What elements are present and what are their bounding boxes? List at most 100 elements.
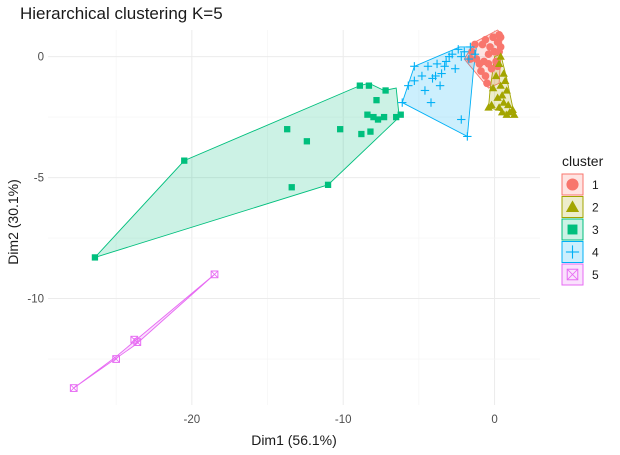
legend-label-4: 4 — [592, 246, 599, 260]
cluster-3-point — [364, 111, 371, 118]
cluster-3-point — [91, 254, 99, 261]
cluster-2-point — [484, 103, 493, 111]
cluster-5-hull — [73, 274, 215, 389]
x-axis-ticks: -20 -10 0 — [184, 414, 498, 426]
cluster-2-point — [500, 76, 510, 84]
legend-key-2-marker — [565, 200, 580, 212]
cluster-3-point — [374, 116, 382, 123]
cluster-5-point — [130, 335, 139, 344]
cluster-3-point — [288, 184, 295, 191]
cluster-3-point — [337, 126, 344, 133]
legend-label-3: 3 — [592, 223, 599, 237]
cluster-3-point — [382, 87, 389, 94]
cluster-3-point — [284, 126, 291, 133]
cluster-3-point — [397, 111, 404, 118]
cluster-3-point — [303, 138, 311, 145]
cluster-5-point — [69, 384, 78, 392]
cluster-5-point — [210, 270, 219, 279]
cluster-4-point — [420, 86, 430, 95]
cluster-4-point — [432, 59, 442, 69]
cluster-2-point — [499, 98, 508, 106]
cluster-2-point — [497, 91, 507, 99]
plot-grid — [48, 30, 540, 405]
legend-key-4-marker — [565, 245, 580, 259]
legend-key-3-marker — [567, 224, 578, 235]
x-tick-label: 0 — [491, 414, 497, 426]
cluster-1-point — [477, 67, 485, 75]
y-axis-ticks: 0 -5 -10 — [27, 52, 44, 306]
cluster-2-point — [504, 100, 513, 109]
cluster-4-point — [441, 57, 451, 66]
cluster-2-point — [496, 81, 505, 89]
legend-key-1-marker — [566, 178, 579, 191]
cluster-4-point — [463, 132, 472, 141]
cluster-2-point — [502, 86, 511, 94]
cluster-4-point — [470, 49, 480, 59]
cluster-1-point — [495, 30, 503, 39]
cluster-1-point — [496, 43, 505, 51]
cluster-4-point — [404, 81, 413, 90]
cluster-1-point — [484, 60, 493, 68]
cluster-4-point — [417, 71, 427, 81]
cluster-3-point — [373, 97, 380, 104]
cluster-4-point — [410, 76, 419, 86]
cluster-4-hull — [401, 46, 477, 138]
cluster-3-point — [356, 82, 364, 89]
cluster-5-point — [112, 355, 120, 363]
x-tick-label: -10 — [335, 414, 352, 426]
cluster-1-point — [483, 79, 491, 88]
cluster-1-point — [481, 72, 490, 80]
cluster-1-point — [484, 50, 493, 59]
legend-label-1: 1 — [592, 178, 599, 192]
cluster-hulls — [73, 29, 515, 389]
cluster-3-point — [380, 113, 388, 121]
chart-title: Hierarchical clustering K=5 — [20, 4, 223, 23]
cluster-2-point — [496, 52, 505, 60]
cluster-1-point — [489, 33, 497, 42]
x-axis-title: Dim1 (56.1%) — [251, 432, 337, 448]
cluster-4-point — [423, 62, 433, 71]
y-axis-title: Dim2 (30.1%) — [5, 179, 21, 265]
cluster-2-point — [494, 59, 504, 68]
cluster-4-point — [466, 42, 475, 52]
y-tick-label: -5 — [34, 173, 44, 185]
cluster-1-point — [481, 35, 490, 44]
y-tick-label: 0 — [38, 52, 44, 64]
cluster-2-point — [502, 110, 511, 118]
cluster-1-point — [486, 43, 494, 51]
cluster-2-point — [510, 110, 519, 118]
cluster-3-point — [367, 128, 374, 135]
legend-label-2: 2 — [592, 201, 599, 215]
cluster-1-point — [490, 47, 499, 56]
x-tick-label: -20 — [184, 414, 201, 426]
cluster-3-point — [393, 113, 400, 121]
cluster-2-point — [508, 105, 517, 113]
cluster-4-point — [457, 115, 466, 124]
cluster-2-point — [494, 103, 504, 111]
cluster-3-point — [181, 157, 188, 164]
cluster-4-point — [457, 52, 466, 61]
cluster-3-point — [324, 181, 332, 188]
cluster-2-point — [493, 93, 502, 101]
cluster-2-point — [497, 108, 507, 116]
cluster-4-point — [410, 62, 419, 71]
cluster-3-hull — [93, 82, 400, 259]
y-tick-label: -10 — [27, 294, 44, 306]
legend-label-5: 5 — [592, 268, 599, 282]
legend-title: cluster — [562, 153, 604, 169]
cluster-3-point — [370, 113, 377, 121]
cluster-4-point — [426, 98, 436, 107]
cluster-4-point — [437, 69, 446, 78]
legend-key-5-marker — [566, 268, 579, 281]
cluster-4-point — [451, 64, 460, 73]
cluster-4-point — [398, 98, 407, 107]
cluster-4-point — [440, 62, 449, 71]
cluster-4-point — [444, 52, 454, 61]
cluster-points — [69, 30, 519, 392]
cluster-2-point — [499, 69, 508, 77]
cluster-2-point — [488, 83, 498, 92]
cluster-3-point — [365, 82, 373, 89]
cluster-4-point — [454, 45, 463, 54]
cluster-4-point — [431, 71, 440, 81]
